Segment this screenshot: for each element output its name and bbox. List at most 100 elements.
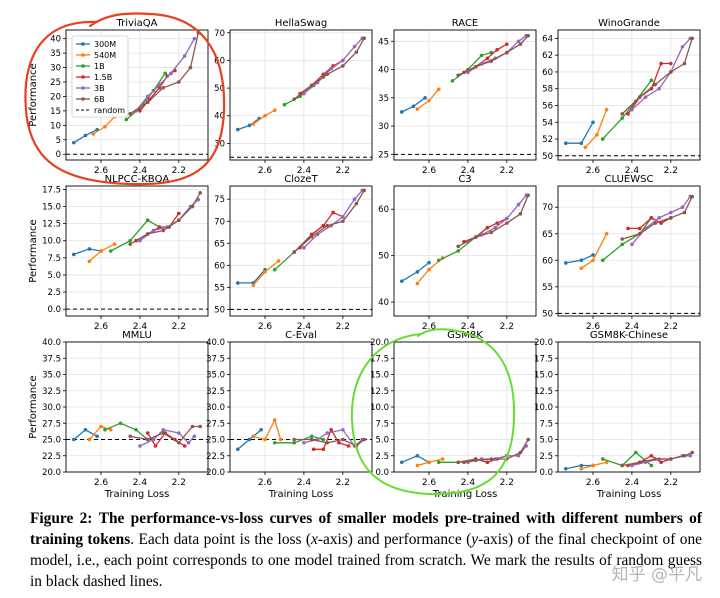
series-line-6B — [129, 32, 199, 115]
y-tick-label: 7.5 — [539, 419, 553, 429]
data-point — [337, 440, 341, 445]
y-tick-label: 10.0 — [42, 237, 61, 247]
data-point — [354, 201, 359, 206]
data-point — [128, 111, 132, 116]
caption-xvar: x — [311, 531, 318, 548]
y-tick-label: 2.5 — [539, 452, 553, 462]
y-tick-label: 52 — [542, 135, 553, 145]
series-line-1.5B — [463, 217, 508, 243]
y-tick-label: 7.5 — [375, 419, 389, 429]
y-tick-label: 30 — [378, 122, 389, 132]
data-point — [479, 53, 484, 58]
data-point — [177, 431, 181, 435]
data-point — [182, 54, 187, 58]
data-point — [505, 50, 509, 55]
x-tick-label: 2.4 — [297, 322, 312, 332]
subplot-triviaqa: 2.6 2.4 2.2 0 5 10 15 20 25 30 35 40 TriviaQA Perform… — [28, 18, 209, 176]
legend-entry-random: random — [94, 106, 125, 115]
y-tick-label: 32.5 — [206, 387, 225, 397]
x-tick-label: 2.6 — [258, 322, 273, 332]
legend: 300M 540M 1B 1.5B 3B 6B random — [71, 35, 129, 118]
data-point — [138, 109, 142, 113]
data-point — [657, 86, 661, 91]
x-axis-label: Training Loss — [596, 489, 662, 500]
y-tick-label: 5.0 — [539, 436, 553, 446]
data-point — [87, 437, 92, 442]
y-tick-label: 56 — [542, 101, 553, 111]
data-point — [128, 242, 132, 246]
series-line-3B — [467, 194, 527, 243]
data-point — [103, 427, 107, 432]
data-point — [83, 133, 88, 138]
data-point — [634, 450, 638, 455]
data-point — [161, 431, 166, 435]
legend-entry-540M: 540M — [94, 51, 116, 60]
y-tick-label: 60 — [542, 68, 553, 78]
x-tick-label: 2.2 — [500, 166, 514, 176]
x-axis-label: Training Loss — [104, 489, 170, 500]
subplot-title: HellaSwag — [275, 18, 327, 29]
y-tick-label: 35.0 — [42, 371, 61, 381]
x-tick-label: 2.2 — [500, 478, 514, 488]
data-point — [653, 221, 658, 225]
data-point — [620, 463, 624, 468]
data-point — [505, 221, 509, 225]
y-tick-label: 37.5 — [42, 354, 61, 364]
data-point — [198, 424, 203, 429]
data-point — [526, 193, 531, 198]
data-point — [680, 205, 685, 210]
legend-box — [71, 35, 129, 118]
y-tick-label: 0.0 — [47, 305, 61, 315]
data-point — [272, 440, 277, 445]
data-point — [272, 418, 277, 422]
x-tick-label: 2.6 — [94, 322, 109, 332]
series-line-6B — [129, 192, 201, 245]
data-point — [620, 116, 624, 120]
figure-caption: Figure 2: The performance-vs-loss curves… — [30, 508, 702, 592]
subplot-title: CLUEWSC — [605, 174, 654, 185]
y-tick-label: 35 — [378, 94, 389, 104]
y-tick-label: 55 — [214, 283, 225, 293]
data-point — [526, 437, 531, 442]
plot-frame — [393, 29, 537, 161]
plot-frame — [393, 185, 537, 317]
subplot-c-eval: 2.6 2.4 2.2 20.0 22.5 25.0 27.5 30.0 32.5 35.0 37.… — [206, 330, 373, 500]
data-point — [653, 82, 658, 87]
x-tick-label: 2.2 — [172, 478, 186, 488]
x-tick-label: 2.2 — [500, 322, 514, 332]
data-point — [505, 42, 509, 46]
y-tick-label: 15 — [50, 107, 61, 117]
data-point — [177, 218, 181, 223]
data-point — [188, 65, 193, 70]
legend-entry-300M: 300M — [94, 40, 116, 49]
data-point — [456, 73, 460, 78]
data-point — [620, 242, 624, 247]
data-point — [103, 124, 107, 129]
data-point — [99, 249, 103, 253]
series-line-6B — [293, 190, 365, 253]
data-point — [190, 204, 195, 209]
x-tick-label: 2.4 — [297, 478, 312, 488]
data-point — [309, 234, 314, 239]
subplot-race: 2.6 2.4 2.2 25 30 35 40 45 RACE — [378, 18, 537, 176]
y-tick-label: 60 — [214, 56, 225, 66]
subplot-mmlu: 2.6 2.4 2.2 20.0 22.5 25.0 27.5 30.0 32.5 35.0 37.… — [28, 330, 209, 500]
data-point — [649, 453, 654, 458]
data-point — [690, 194, 695, 199]
series-line-6B — [457, 35, 529, 76]
y-tick-label: 0.0 — [539, 468, 553, 478]
data-point — [505, 216, 509, 221]
data-point — [489, 457, 494, 461]
subplot-nlpcc-kbqa: 2.6 2.4 2.2 0.0 2.5 5.0 7.5 10.0 12.5 15.0 17.5 NLP… — [28, 174, 209, 332]
data-point — [682, 453, 687, 458]
data-point — [649, 216, 654, 220]
y-tick-label: 10.0 — [370, 403, 389, 413]
y-tick-label: 25 — [50, 78, 61, 88]
x-tick-label: 2.2 — [336, 322, 350, 332]
y-tick-label: 60 — [214, 261, 225, 271]
data-point — [198, 191, 203, 195]
y-tick-label: 70 — [542, 203, 553, 213]
y-tick-label: 35.0 — [206, 371, 225, 381]
data-point — [91, 132, 96, 136]
data-point — [108, 249, 113, 253]
